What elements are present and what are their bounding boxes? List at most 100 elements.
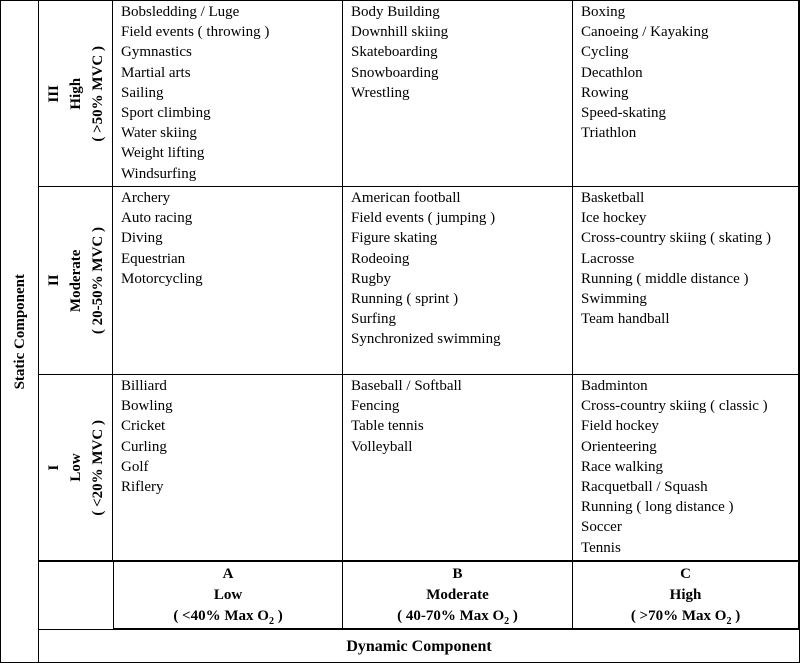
- sport: Gymnastics: [121, 44, 192, 61]
- row-numeral: I: [45, 464, 62, 471]
- range-sub: 2: [504, 616, 510, 627]
- sport: Water skiing: [121, 125, 197, 142]
- sport: Downhill skiing: [351, 24, 449, 41]
- sport: Racquetball / Squash: [581, 479, 708, 496]
- row-range: ( 20-50% MVC ): [89, 226, 106, 335]
- sport: Riflery: [121, 479, 164, 496]
- cell: Basketball Ice hockey Cross-country skiing…: [573, 187, 799, 375]
- row-numeral: III: [45, 84, 62, 103]
- sport: Field events ( throwing ): [121, 24, 270, 41]
- range-text: ): [273, 608, 283, 624]
- row-header-text: II Moderate ( 20-50% MVC ): [43, 227, 109, 334]
- sport: Archery: [121, 190, 171, 206]
- sport: Cycling: [581, 44, 629, 61]
- cell: Baseball / Softball Fencing Table tennis Vo…: [343, 375, 573, 561]
- row-numeral: II: [45, 274, 62, 287]
- cell: Boxing Canoeing / Kayaking Cycling Decathlo…: [573, 1, 799, 187]
- sport: Ice hockey: [581, 210, 647, 227]
- sport: Curling: [121, 438, 167, 455]
- range-text: ): [731, 608, 741, 624]
- sport: Bowling: [121, 398, 173, 415]
- sport: Surfing: [351, 311, 396, 328]
- range-text: ( >70% Max O: [630, 608, 727, 624]
- sport: Rugby: [351, 270, 392, 287]
- sport: Equestrian: [121, 250, 186, 267]
- sport: Running ( long distance ): [581, 499, 734, 516]
- sport: Figure skating: [351, 230, 438, 247]
- sport: Body Building: [351, 4, 440, 20]
- sport: Martial arts: [121, 64, 191, 81]
- sport: Cricket: [121, 418, 166, 435]
- column-letter: B: [452, 566, 463, 582]
- cell: Billiard Bowling Cricket Curling Golf Riflery: [113, 375, 343, 561]
- column-header: B Moderate ( 40-70% Max O2 ): [343, 561, 573, 629]
- sport: Orienteering: [581, 438, 657, 455]
- sport: Weight lifting: [121, 145, 205, 162]
- column-header: A Low ( <40% Max O2 ): [113, 561, 343, 629]
- static-axis: Static Component: [1, 1, 39, 662]
- sport: Snowboarding: [351, 64, 439, 81]
- sport: Fencing: [351, 398, 400, 415]
- cell: American football Field events ( jumping …: [343, 187, 573, 375]
- sport: Diving: [121, 230, 163, 247]
- column-level: Moderate: [426, 587, 489, 603]
- sport: Cross-country skiing ( skating ): [581, 230, 771, 247]
- cell: Bobsledding / Luge Field events ( throwin…: [113, 1, 343, 187]
- row-level: Moderate: [67, 249, 84, 312]
- row-header: II Moderate ( 20-50% MVC ): [39, 187, 113, 375]
- row-range: ( <20% MVC ): [89, 419, 106, 516]
- column-range: ( 40-70% Max O2 ): [343, 606, 572, 632]
- sport: Speed-skating: [581, 105, 666, 122]
- cell: Badminton Cross-country skiing ( classic …: [573, 375, 799, 561]
- sport: Race walking: [581, 458, 664, 475]
- sport: Canoeing / Kayaking: [581, 24, 709, 41]
- sport: Volleyball: [351, 438, 413, 455]
- sport: Windsurfing: [121, 165, 197, 182]
- range-text: ( <40% Max O: [173, 608, 269, 624]
- column-level: High: [669, 587, 702, 603]
- sport: Rowing: [581, 84, 629, 101]
- sport: Soccer: [581, 519, 622, 536]
- sport: Running ( sprint ): [351, 291, 459, 308]
- sport: American football: [351, 190, 461, 206]
- dynamic-axis: Dynamic Component: [39, 629, 799, 662]
- sport: Table tennis: [351, 418, 424, 435]
- sport: Skateboarding: [351, 44, 438, 61]
- sport: Motorcycling: [121, 270, 203, 287]
- dynamic-axis-label: Dynamic Component: [346, 638, 492, 655]
- sport: Running ( middle distance ): [581, 270, 749, 287]
- sport: Sailing: [121, 84, 164, 101]
- column-level: Low: [213, 587, 243, 603]
- row-level: Low: [67, 453, 84, 482]
- column-range: ( >70% Max O2 ): [573, 606, 798, 632]
- sport: Sport climbing: [121, 105, 211, 122]
- sport: Baseball / Softball: [351, 378, 462, 394]
- row-header-text: III High ( >50% MVC ): [43, 46, 109, 142]
- column-letter: C: [680, 566, 691, 582]
- column-range: ( <40% Max O2 ): [114, 606, 342, 632]
- sport: Auto racing: [121, 210, 193, 227]
- column-letter: A: [222, 566, 234, 582]
- sport: Badminton: [581, 378, 648, 394]
- sport: Bobsledding / Luge: [121, 4, 240, 20]
- range-text: ( 40-70% Max O: [397, 608, 505, 624]
- table-frame: [39, 1, 799, 562]
- sport: Wrestling: [351, 84, 410, 101]
- sport: Swimming: [581, 291, 647, 308]
- sport: Field hockey: [581, 418, 659, 435]
- range-sub: 2: [726, 616, 732, 627]
- row-level: High: [67, 77, 84, 110]
- sport: Decathlon: [581, 64, 643, 81]
- sport: Cross-country skiing ( classic ): [581, 398, 768, 415]
- range-sub: 2: [268, 616, 274, 627]
- row-header-text: I Low ( <20% MVC ): [43, 420, 109, 516]
- sport: Synchronized swimming: [351, 331, 501, 348]
- sport: Tennis: [581, 539, 621, 556]
- sport: Lacrosse: [581, 250, 635, 267]
- row-header: I Low ( <20% MVC ): [39, 375, 113, 561]
- static-axis-label: Static Component: [11, 273, 28, 390]
- sport: Field events ( jumping ): [351, 210, 496, 227]
- sport: Boxing: [581, 4, 626, 20]
- column-header: C High ( >70% Max O2 ): [573, 561, 799, 629]
